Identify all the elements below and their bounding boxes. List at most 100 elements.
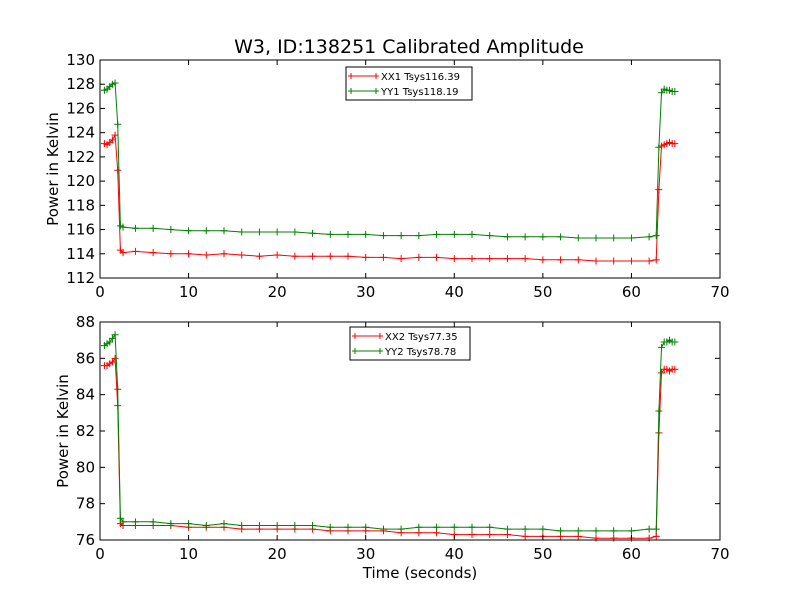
y-tick-label: 126 <box>66 99 95 117</box>
data-point-marker <box>592 257 600 265</box>
data-point-marker <box>627 527 635 535</box>
data-point-marker <box>291 252 299 260</box>
data-point-marker <box>108 334 116 342</box>
y-tick-label: 114 <box>66 245 95 263</box>
series-line <box>104 333 675 532</box>
data-point-marker <box>574 234 582 242</box>
y-axis-label: Power in Kelvin <box>54 374 72 488</box>
figure-title: W3, ID:138251 Calibrated Amplitude <box>234 36 584 58</box>
y-tick-label: 124 <box>66 124 95 142</box>
data-point-marker <box>273 521 281 529</box>
data-point-marker <box>362 230 370 238</box>
data-point-marker <box>521 233 529 241</box>
x-tick-label: 20 <box>268 283 287 301</box>
data-point-marker <box>111 354 119 362</box>
data-point-marker <box>309 229 317 237</box>
data-point-marker <box>468 523 476 531</box>
data-point-marker <box>185 227 193 235</box>
data-point-marker <box>116 514 124 522</box>
data-point-marker <box>326 523 334 531</box>
data-point-marker <box>503 233 511 241</box>
series-1 <box>100 354 679 542</box>
data-point-marker <box>652 532 660 540</box>
data-point-marker <box>119 518 127 526</box>
x-tick-label: 40 <box>445 545 464 563</box>
data-point-marker <box>652 256 660 264</box>
data-point-marker <box>503 255 511 263</box>
plot-frame <box>99 59 721 279</box>
data-point-marker <box>131 224 139 232</box>
y-tick-label: 76 <box>76 531 95 549</box>
data-point-marker <box>255 252 263 260</box>
data-point-marker <box>655 143 663 151</box>
data-point-marker <box>273 228 281 236</box>
x-tick-label: 0 <box>95 545 105 563</box>
data-point-marker <box>379 232 387 240</box>
data-point-marker <box>220 227 228 235</box>
data-point-marker <box>309 521 317 529</box>
data-point-marker <box>468 531 476 539</box>
data-point-marker <box>238 521 246 529</box>
y-tick-label: 84 <box>76 386 95 404</box>
data-point-marker <box>450 523 458 531</box>
data-point-marker <box>202 227 210 235</box>
x-tick-label: 50 <box>533 545 552 563</box>
data-point-marker <box>450 255 458 263</box>
data-point-marker <box>379 253 387 261</box>
x-tick-label: 60 <box>622 283 641 301</box>
x-tick-label: 70 <box>710 283 729 301</box>
legend-label: XX2 Tsys77.35 <box>385 332 458 343</box>
data-point-marker <box>671 338 679 346</box>
data-point-marker <box>114 385 122 393</box>
data-point-marker <box>658 343 666 351</box>
legend-entry-1: XX2 Tsys77.35 <box>352 332 458 343</box>
x-tick-label: 60 <box>622 545 641 563</box>
data-point-marker <box>291 228 299 236</box>
data-point-marker <box>415 232 423 240</box>
data-point-marker <box>149 224 157 232</box>
data-point-marker <box>415 253 423 261</box>
legend-marker <box>348 73 354 79</box>
data-point-marker <box>362 523 370 531</box>
data-point-marker <box>344 252 352 260</box>
data-point-marker <box>655 186 663 194</box>
series-line <box>104 82 675 239</box>
data-point-marker <box>627 257 635 265</box>
data-point-marker <box>652 232 660 240</box>
data-point-marker <box>652 525 660 533</box>
data-point-marker <box>486 232 494 240</box>
data-point-marker <box>202 251 210 259</box>
x-tick-label: 20 <box>268 545 287 563</box>
top-subplot: 0 10 20 30 40 50 60 70 112 114 116 118 120 122 124 126 1… <box>44 51 730 301</box>
legend: XX2 Tsys77.35 YY2 Tsys78.78 <box>349 326 471 361</box>
data-point-marker <box>645 233 653 241</box>
data-point-marker <box>255 228 263 236</box>
data-point-marker <box>539 256 547 264</box>
data-point-marker <box>645 525 653 533</box>
y-tick-label: 116 <box>66 221 95 239</box>
data-point-marker <box>468 230 476 238</box>
data-point-marker <box>503 525 511 533</box>
data-point-marker <box>255 521 263 529</box>
x-tick-label: 0 <box>95 283 105 301</box>
data-point-marker <box>108 136 116 144</box>
data-point-marker <box>111 331 119 339</box>
data-point-marker <box>610 234 618 242</box>
y-tick-label: 82 <box>76 422 95 440</box>
legend-marker <box>352 333 358 339</box>
data-point-marker <box>119 223 127 231</box>
data-point-marker <box>521 525 529 533</box>
data-point-marker <box>119 249 127 257</box>
y-tick-label: 86 <box>76 349 95 367</box>
data-point-marker <box>326 252 334 260</box>
data-point-marker <box>671 140 679 148</box>
data-point-marker <box>149 249 157 257</box>
data-point-marker <box>433 253 441 261</box>
data-point-marker <box>379 525 387 533</box>
x-tick-label: 70 <box>710 545 729 563</box>
x-tick-label: 30 <box>356 283 375 301</box>
data-point-marker <box>415 523 423 531</box>
y-tick-label: 128 <box>66 75 95 93</box>
legend-entry-2: YY2 Tsys78.78 <box>352 347 456 358</box>
y-tick-label: 78 <box>76 495 95 513</box>
